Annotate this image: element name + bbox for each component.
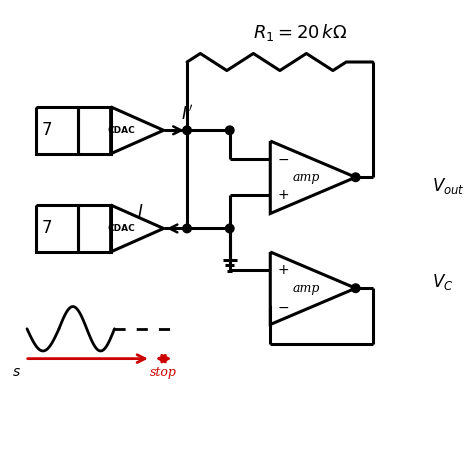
Text: CDAC: CDAC [107, 126, 135, 135]
Circle shape [183, 224, 191, 233]
Text: $V_{out}$: $V_{out}$ [432, 176, 465, 196]
Text: $+$: $+$ [277, 263, 289, 277]
Circle shape [351, 284, 360, 292]
Text: $I\,'$: $I\,'$ [181, 105, 193, 124]
Text: $s$: $s$ [12, 365, 21, 379]
Circle shape [183, 126, 191, 135]
Text: amp: amp [293, 171, 320, 184]
Circle shape [226, 126, 234, 135]
Text: $I$: $I$ [137, 204, 143, 221]
Text: $+$: $+$ [277, 188, 289, 202]
Text: amp: amp [293, 282, 320, 295]
Text: $\mathit{7}$: $\mathit{7}$ [41, 122, 52, 139]
Circle shape [351, 173, 360, 182]
Text: $V_{C}$: $V_{C}$ [432, 272, 454, 292]
Text: $\mathit{7}$: $\mathit{7}$ [41, 220, 52, 237]
Circle shape [226, 224, 234, 233]
Text: CDAC: CDAC [107, 224, 135, 233]
Text: $-$: $-$ [277, 152, 289, 166]
Text: $R_1 = 20\,k\Omega$: $R_1 = 20\,k\Omega$ [253, 22, 347, 43]
Text: $-$: $-$ [277, 300, 289, 313]
Text: stop: stop [150, 366, 177, 379]
